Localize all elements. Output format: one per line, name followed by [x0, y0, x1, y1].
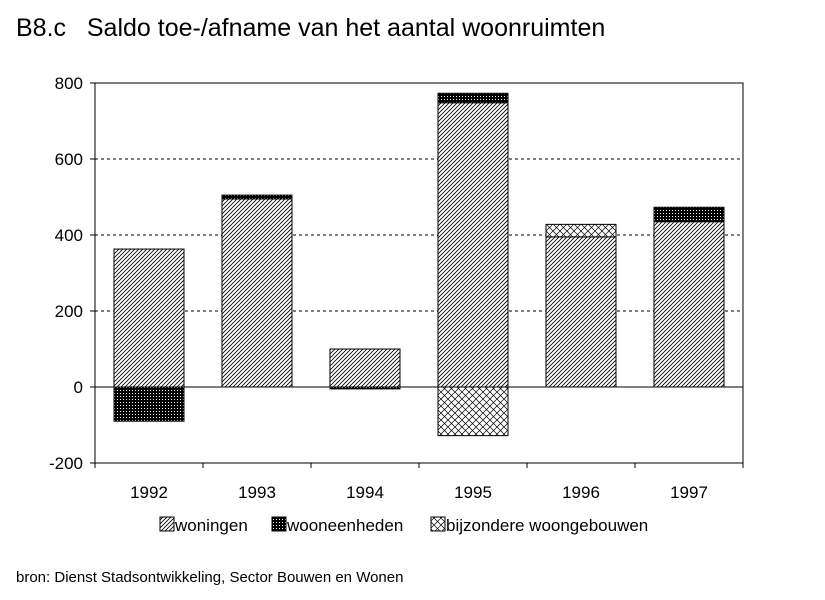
bar-woningen-1996: [545, 236, 617, 388]
legend-item: bijzondere woongebouwen: [430, 516, 648, 535]
legend-item: wooneenheden: [271, 516, 403, 535]
bar-wooneenheden-1993: [221, 194, 293, 200]
bar-bijzondere-woongebouwen-1995: [437, 386, 509, 437]
legend: woningen wooneenheden bijzondere woongebou…: [159, 516, 648, 535]
legend-swatch: [430, 516, 446, 532]
bar-wooneenheden-1997: [653, 206, 725, 223]
y-tick-label: 0: [74, 378, 83, 397]
legend-label: wooneenheden: [286, 516, 403, 535]
y-tick-label: 600: [55, 150, 83, 169]
grid-lines: [95, 158, 743, 312]
x-tick-label: 1995: [454, 483, 492, 502]
x-tick-label: 1997: [670, 483, 708, 502]
source-note: bron: Dienst Stadsontwikkeling, Sector B…: [16, 569, 404, 586]
x-tick-label: 1996: [562, 483, 600, 502]
bar-woningen-1992: [113, 248, 185, 388]
bar-woningen-1995: [437, 102, 509, 388]
bar-woningen-1993: [221, 198, 293, 388]
bar-wooneenheden-1992: [113, 386, 185, 422]
legend-swatch: [271, 516, 287, 532]
bars: [113, 92, 725, 437]
plot-frame: [94, 82, 744, 464]
x-tick-label: 1994: [346, 483, 384, 502]
legend-label: woningen: [174, 516, 248, 535]
y-tick-label: -200: [49, 454, 83, 473]
y-tick-label: 800: [55, 74, 83, 93]
bar-bijzondere-woongebouwen-1996: [545, 223, 617, 238]
legend-swatch: [159, 516, 175, 532]
x-tick-label: 1993: [238, 483, 276, 502]
legend-item: woningen: [159, 516, 248, 535]
bar-woningen-1997: [653, 221, 725, 388]
chart-title: B8.c Saldo toe-/afname van het aantal wo…: [16, 14, 606, 42]
legend-label: bijzondere woongebouwen: [446, 516, 648, 535]
x-tick-label: 1992: [130, 483, 168, 502]
y-tick-label: 400: [55, 226, 83, 245]
bar-wooneenheden-1995: [437, 92, 509, 104]
tick-labels: -200 0 200 400 600 800 1992 1993 1994 1995 1996 199…: [49, 74, 708, 502]
y-tick-label: 200: [55, 302, 83, 321]
bar-woningen-1994: [329, 348, 401, 388]
axes: [90, 82, 744, 468]
